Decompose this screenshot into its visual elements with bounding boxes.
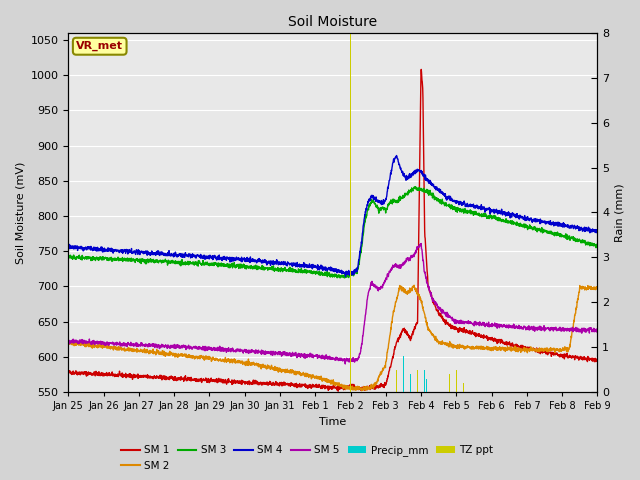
X-axis label: Time: Time — [319, 417, 346, 427]
Title: Soil Moisture: Soil Moisture — [288, 15, 378, 29]
Legend: SM 1, SM 2, SM 3, SM 4, SM 5, Precip_mm, TZ ppt: SM 1, SM 2, SM 3, SM 4, SM 5, Precip_mm,… — [117, 441, 497, 475]
Text: VR_met: VR_met — [76, 41, 124, 51]
Y-axis label: Rain (mm): Rain (mm) — [615, 183, 625, 242]
Y-axis label: Soil Moisture (mV): Soil Moisture (mV) — [15, 161, 25, 264]
